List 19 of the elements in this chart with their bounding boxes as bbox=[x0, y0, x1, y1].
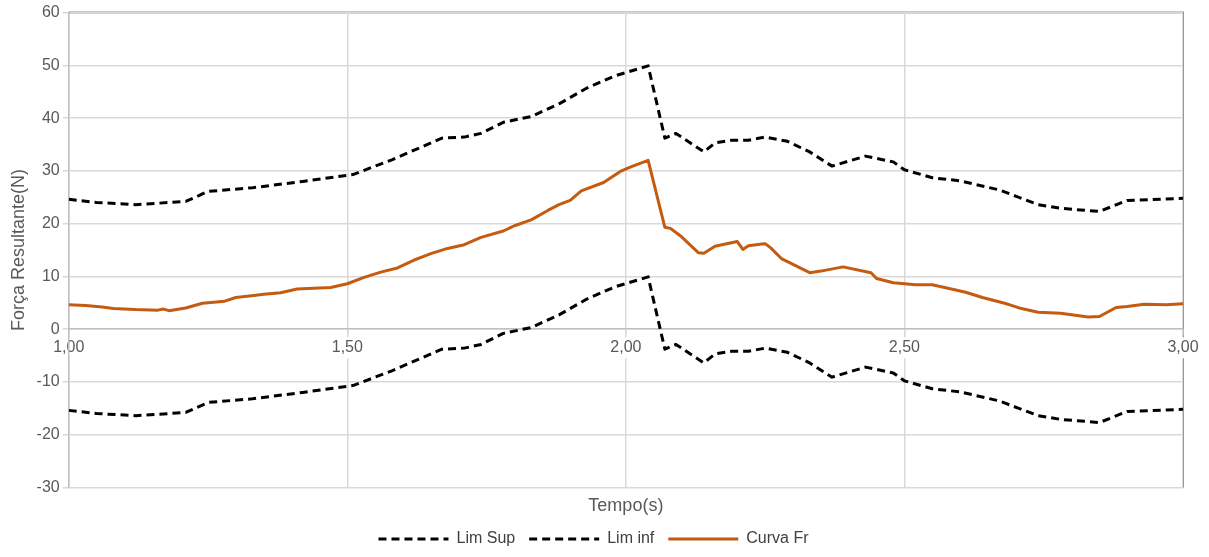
x-tick-label: 3,00 bbox=[1167, 338, 1199, 356]
legend-label: Curva Fr bbox=[746, 529, 810, 547]
y-tick-label: 60 bbox=[41, 3, 60, 21]
y-tick-label: 50 bbox=[41, 55, 60, 73]
y-axis-title: Força Resultante(N) bbox=[7, 168, 28, 332]
legend-label: Lim Sup bbox=[456, 529, 516, 547]
x-tick-label: 2,00 bbox=[610, 338, 642, 356]
legend-label: Lim inf bbox=[607, 529, 655, 547]
y-tick-label: -20 bbox=[36, 425, 60, 443]
x-tick-label: 2,50 bbox=[888, 338, 921, 356]
y-tick-label: -10 bbox=[36, 372, 60, 390]
y-tick-label: -30 bbox=[36, 477, 60, 495]
x-axis-title: Tempo(s) bbox=[588, 495, 664, 516]
x-tick-label: 1,50 bbox=[331, 338, 363, 356]
y-tick-label: 30 bbox=[41, 161, 60, 179]
y-tick-label: 20 bbox=[41, 214, 60, 232]
y-tick-label: 10 bbox=[41, 266, 60, 284]
y-tick-label: 0 bbox=[50, 319, 60, 337]
y-tick-label: 40 bbox=[41, 108, 60, 126]
